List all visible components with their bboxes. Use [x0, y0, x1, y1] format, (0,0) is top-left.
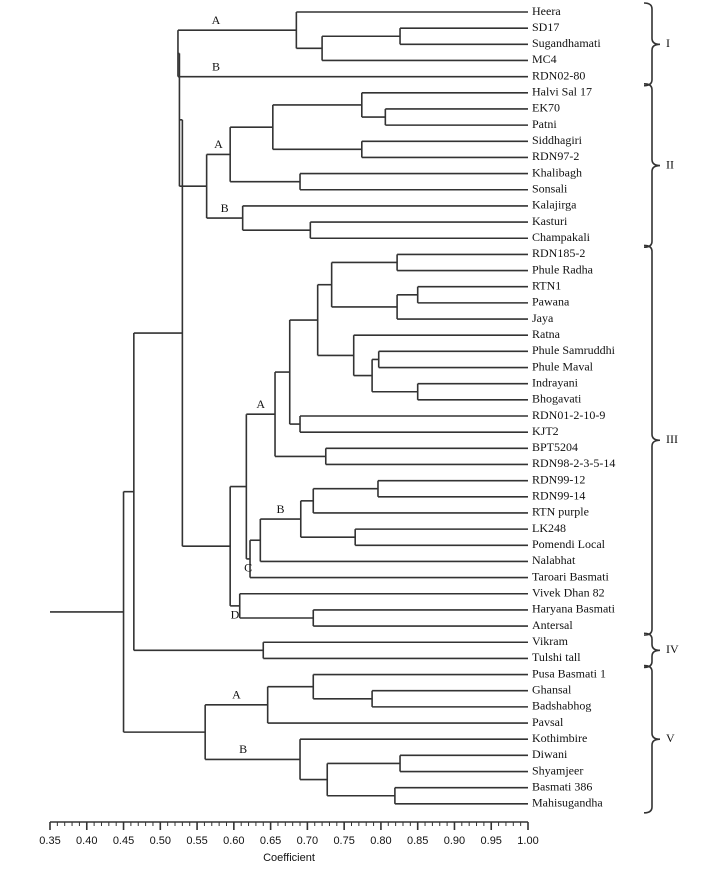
- leaf-label: Vivek Dhan 82: [532, 586, 605, 600]
- leaf-label: RDN02-80: [532, 68, 585, 82]
- leaf-label: Champakali: [532, 230, 591, 244]
- leaf-label: Khalibagh: [532, 165, 582, 179]
- leaf-label: KJT2: [532, 424, 559, 438]
- x-tick-label: 0.95: [481, 835, 502, 847]
- leaf-label: Haryana Basmati: [532, 602, 616, 616]
- leaf-label: Pawana: [532, 295, 570, 309]
- leaf-label: RDN01-2-10-9: [532, 408, 605, 422]
- leaf-label: Taroari Basmati: [532, 569, 609, 583]
- cluster-label: III: [666, 432, 678, 446]
- x-tick-label: 1.00: [517, 835, 538, 847]
- cluster-bracket: [643, 83, 661, 249]
- leaf-label: Tulshi tall: [532, 650, 581, 664]
- x-tick-label: 0.45: [113, 835, 134, 847]
- leaf-label: Heera: [532, 4, 561, 18]
- leaf-label: EK70: [532, 101, 560, 115]
- leaf-label: Indrayani: [532, 375, 579, 389]
- leaf-label: Basmati 386: [532, 779, 592, 793]
- leaf-label: RDN99-12: [532, 472, 585, 486]
- x-tick-label: 0.65: [260, 835, 281, 847]
- leaf-label: Pomendi Local: [532, 537, 606, 551]
- leaf-label: Kalajirga: [532, 198, 577, 212]
- cluster-bracket: [643, 244, 661, 636]
- leaf-label: LK248: [532, 521, 566, 535]
- leaf-label: Phule Maval: [532, 359, 594, 373]
- leaf-label: RDN185-2: [532, 246, 585, 260]
- branch-label: B: [212, 59, 220, 73]
- leaf-label: RDN99-14: [532, 489, 585, 503]
- leaf-label: Antersal: [532, 618, 573, 632]
- leaf-label: Mahisugandha: [532, 796, 603, 810]
- leaf-label: Pavsal: [532, 715, 564, 729]
- leaf-label: Kasturi: [532, 214, 568, 228]
- branch-label: A: [256, 397, 265, 411]
- leaf-label: Ratna: [532, 327, 561, 341]
- leaf-label: Shyamjeer: [532, 763, 583, 777]
- x-tick-label: 0.55: [186, 835, 207, 847]
- leaf-label: Nalabhat: [532, 553, 576, 567]
- branch-label: D: [231, 608, 240, 622]
- x-tick-label: 0.70: [297, 835, 318, 847]
- leaf-label: RDN97-2: [532, 149, 579, 163]
- x-tick-label: 0.90: [444, 835, 465, 847]
- leaf-label: Ghansal: [532, 682, 572, 696]
- leaf-label: Sonsali: [532, 182, 568, 196]
- x-tick-label: 0.85: [407, 835, 428, 847]
- cluster-label: II: [666, 157, 674, 171]
- x-axis-label: Coefficient: [263, 852, 315, 864]
- x-tick-label: 0.60: [223, 835, 244, 847]
- cluster-bracket: [643, 632, 661, 669]
- leaf-label: Kothimbire: [532, 731, 587, 745]
- leaf-label: SD17: [532, 20, 559, 34]
- leaf-label: RDN98-2-3-5-14: [532, 456, 615, 470]
- leaf-label: Vikram: [532, 634, 569, 648]
- x-tick-label: 0.50: [150, 835, 171, 847]
- leaf-label: Jaya: [532, 311, 554, 325]
- branch-label: A: [232, 688, 241, 702]
- x-tick-label: 0.40: [76, 835, 97, 847]
- x-tick-label: 0.75: [333, 835, 354, 847]
- leaf-label: Siddhagiri: [532, 133, 583, 147]
- cluster-bracket: [643, 664, 661, 814]
- leaf-label: RTN1: [532, 278, 561, 292]
- branch-label: B: [277, 502, 285, 516]
- cluster-bracket: [643, 2, 661, 87]
- x-tick-label: 0.80: [370, 835, 391, 847]
- cluster-label: V: [666, 731, 675, 745]
- branch-label: A: [212, 13, 221, 27]
- leaf-label: Badshabhog: [532, 699, 591, 713]
- leaf-label: Halvi Sal 17: [532, 85, 592, 99]
- leaf-label: RTN purple: [532, 505, 589, 519]
- branch-label: A: [214, 137, 223, 151]
- branch-label: B: [221, 201, 229, 215]
- leaf-label: MC4: [532, 52, 557, 66]
- leaf-label: Pusa Basmati 1: [532, 666, 606, 680]
- leaf-label: Diwani: [532, 747, 568, 761]
- leaf-label: Sugandhamati: [532, 36, 601, 50]
- leaf-label: Phule Radha: [532, 262, 594, 276]
- leaf-label: Bhogavati: [532, 392, 582, 406]
- leaf-label: Patni: [532, 117, 557, 131]
- cluster-label: I: [666, 36, 670, 50]
- branch-label: C: [244, 561, 252, 575]
- x-tick-label: 0.35: [39, 835, 60, 847]
- leaf-label: BPT5204: [532, 440, 578, 454]
- leaf-label: Phule Samruddhi: [532, 343, 616, 357]
- cluster-label: IV: [666, 642, 679, 656]
- branch-label: B: [239, 742, 247, 756]
